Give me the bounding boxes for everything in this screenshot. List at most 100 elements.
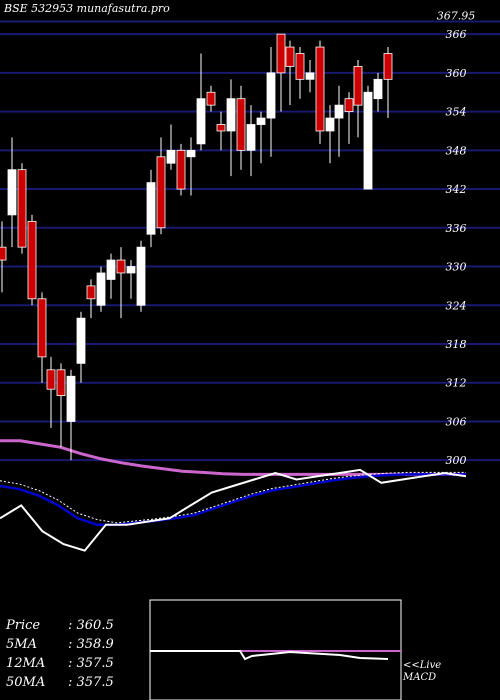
candle — [166, 124, 176, 170]
macd-panel — [149, 599, 402, 700]
candle — [246, 105, 256, 177]
candle-body — [176, 149, 186, 190]
macd-text: MACD — [403, 672, 437, 683]
candle — [66, 369, 76, 461]
candle — [156, 137, 166, 235]
macd-label: <<Live MACD — [403, 660, 441, 684]
candle — [236, 85, 246, 170]
y-tick-label: 366 — [446, 28, 467, 41]
candle-body — [116, 259, 126, 274]
candle — [106, 253, 116, 299]
candle — [86, 279, 96, 319]
candle-body — [76, 317, 86, 364]
candle — [116, 247, 126, 319]
candle — [76, 311, 86, 383]
y-tick-label: 306 — [446, 415, 467, 428]
candle-body — [96, 272, 106, 306]
candle-body — [295, 53, 305, 80]
candle — [56, 363, 66, 448]
candle-body — [315, 46, 325, 132]
y-tick-label: 324 — [446, 299, 467, 312]
candle-body — [216, 124, 226, 132]
candle — [46, 356, 56, 428]
candle — [7, 137, 17, 248]
candle-body — [56, 369, 66, 397]
candle-body — [256, 117, 266, 125]
candle — [186, 137, 196, 196]
candle — [383, 47, 393, 119]
candle — [305, 59, 315, 93]
candle-body — [276, 33, 286, 74]
candle — [334, 85, 344, 157]
y-tick-label: 318 — [446, 338, 467, 351]
y-tick-label: 354 — [446, 106, 467, 119]
moving-averages — [0, 439, 467, 552]
candle-body — [126, 266, 136, 274]
candle-body — [344, 98, 354, 112]
candle-body — [0, 246, 7, 261]
y-tick-label: 300 — [446, 454, 467, 467]
candle — [353, 59, 363, 138]
signal-line — [0, 471, 466, 524]
candle-body — [353, 66, 363, 106]
stat-price: Price: 360.5 — [6, 618, 114, 633]
ma-fast-line — [0, 473, 466, 526]
stats-panel: Price: 360.5 5MA: 358.9 12MA: 357.5 50MA… — [6, 616, 114, 692]
candle — [315, 40, 325, 144]
candle — [266, 47, 276, 157]
candle-body — [236, 98, 246, 151]
candle-body — [206, 91, 216, 106]
y-tick-label: 348 — [446, 144, 467, 157]
candle — [295, 47, 305, 99]
candle — [17, 163, 27, 254]
candle — [0, 221, 7, 293]
candle — [176, 143, 186, 196]
y-tick-label: 330 — [446, 261, 467, 274]
candle-body — [156, 156, 166, 229]
price-line — [0, 468, 467, 552]
y-tick-label: 367.95 — [437, 10, 476, 23]
candle-body — [305, 72, 315, 80]
candle — [256, 111, 266, 164]
candle — [196, 53, 206, 151]
candle-body — [7, 169, 17, 216]
candle — [37, 292, 47, 383]
candle — [216, 111, 226, 151]
candle-body — [186, 149, 196, 158]
candle — [126, 260, 136, 299]
candle — [344, 92, 354, 144]
candle-body — [246, 124, 256, 151]
candle-body — [373, 78, 383, 100]
candle-body — [146, 182, 156, 235]
y-tick-label: 342 — [446, 183, 467, 196]
candle-body — [363, 91, 373, 190]
candle-body — [86, 285, 96, 300]
candle — [276, 33, 286, 112]
live-label: <<Live — [403, 660, 442, 671]
candle — [325, 105, 335, 164]
candle-body — [37, 298, 47, 358]
candle-body — [66, 375, 76, 422]
candle-body — [136, 246, 146, 306]
stat-12ma: 12MA: 357.5 — [6, 656, 114, 671]
candle-body — [46, 369, 56, 390]
y-axis-ticks: 367.95 366 360 354 348 342 336 330 324 318 312 306 3… — [437, 10, 476, 468]
candle — [146, 169, 156, 248]
candle-body — [27, 220, 37, 300]
stat-50ma: 50MA: 357.5 — [6, 675, 114, 690]
candle-body — [383, 53, 393, 80]
candle — [206, 85, 216, 112]
watermark: BSE 532953 munafasutra.pro — [4, 2, 170, 15]
candle-body — [285, 46, 295, 67]
candle-body — [266, 72, 276, 119]
candle-body — [196, 98, 206, 145]
candle-body — [325, 117, 335, 132]
candle-body — [334, 104, 344, 119]
stat-5ma: 5MA: 358.9 — [6, 637, 114, 652]
candle — [136, 240, 146, 312]
candle — [226, 79, 236, 177]
candle-body — [106, 259, 116, 280]
candle — [27, 214, 37, 306]
